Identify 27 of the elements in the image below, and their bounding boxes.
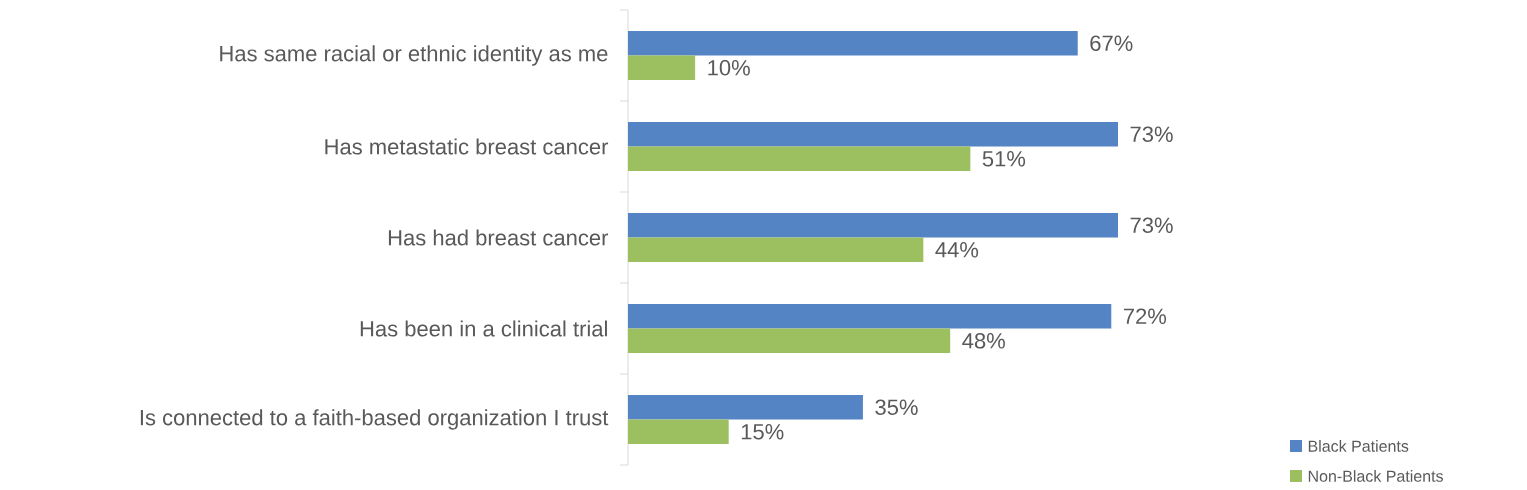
bar [628,146,971,172]
legend-label: Black Patients [1308,440,1409,452]
data-label: 72% [1123,308,1167,324]
bar [628,419,729,445]
y-tick-label: Has had breast cancer [388,229,609,246]
data-label: 10% [708,59,750,76]
bar [628,328,951,354]
y-tick-label: Has been in a clinical trial [360,320,607,337]
bar [628,30,1078,56]
data-label: 67% [1090,35,1133,52]
bar [628,394,863,420]
data-label: 44% [935,242,979,258]
legend-label: Non-Black Patients [1308,470,1443,482]
data-label: 51% [982,151,1026,167]
y-tick-label: Has metastatic breast cancer [325,138,609,155]
data-label: 15% [741,424,784,440]
data-label: 73% [1130,126,1173,142]
bar [628,303,1112,329]
data-label: 73% [1130,217,1173,233]
data-label: 35% [875,399,918,415]
bar [628,212,1118,238]
y-tick-label: Has same racial or ethnic identity as me [220,45,608,66]
bar [628,55,696,81]
bar [628,121,1118,147]
y-tick-label: Is connected to a faith-based organization I trust [140,409,609,430]
data-label: 48% [962,332,1005,349]
bar [628,237,924,263]
